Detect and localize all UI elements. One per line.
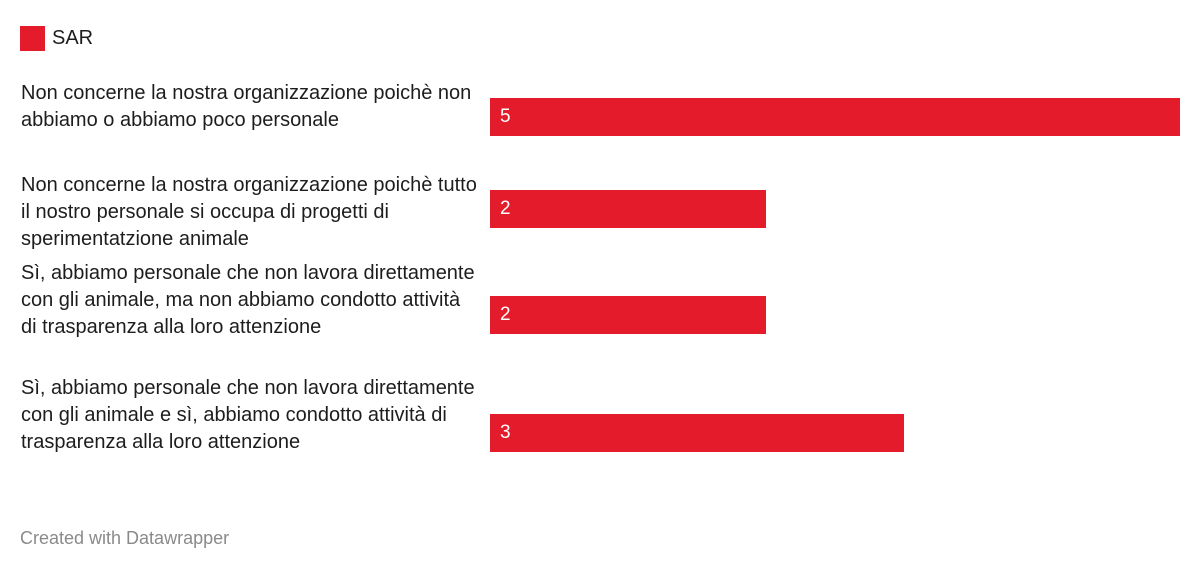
bar-chart: Non concerne la nostra organizzazione po… xyxy=(21,82,1180,453)
footer-credit: Created with Datawrapper xyxy=(20,528,230,548)
bar-value-label: 5 xyxy=(500,106,511,127)
bar: 2 xyxy=(490,296,766,334)
bar-value-label: 3 xyxy=(500,422,511,443)
bar-value-label: 2 xyxy=(500,304,511,325)
category-label: Non concerne la nostra organizzazione po… xyxy=(21,82,472,131)
category-label: Non concerne la nostra organizzazione po… xyxy=(21,174,477,250)
bar: 3 xyxy=(490,414,904,452)
legend-label: SAR xyxy=(52,27,94,49)
bar-value-label: 2 xyxy=(500,198,511,219)
legend: SAR xyxy=(20,25,93,51)
bar: 2 xyxy=(490,190,766,228)
category-label: Sì, abbiamo personale che non lavora dir… xyxy=(21,262,475,338)
legend-swatch xyxy=(20,25,45,51)
category-label: Sì, abbiamo personale che non lavora dir… xyxy=(21,377,475,453)
bar: 5 xyxy=(490,98,1180,136)
